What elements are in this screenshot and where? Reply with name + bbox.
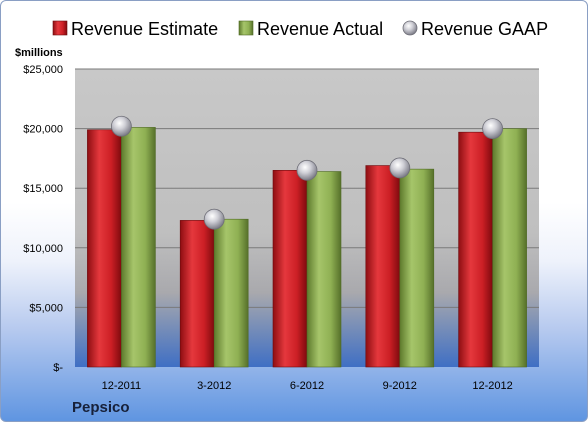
y-tick-label: $25,000 — [23, 64, 63, 76]
y-tick-label: $20,000 — [23, 124, 63, 136]
y-tick-label: $10,000 — [23, 243, 63, 255]
actual-bar — [492, 128, 527, 368]
estimate-bar — [272, 170, 308, 368]
legend-swatch — [402, 20, 418, 36]
gaap-marker — [111, 115, 132, 137]
gaap-marker — [296, 159, 318, 181]
gaap-markers — [111, 115, 504, 230]
x-axis-ticks: 12-2011 3-2012 6-2012 9-2012 12-2012 — [102, 380, 513, 392]
estimate-bar — [87, 129, 122, 368]
estimate-bar — [458, 131, 493, 368]
legend: Revenue Estimate Revenue Actual Revenue GA… — [52, 19, 548, 39]
x-tick-label: 12-2011 — [102, 380, 142, 392]
x-tick-label: 12-2012 — [472, 380, 512, 392]
y-axis-label: $millions — [15, 47, 63, 59]
legend-swatch — [52, 20, 68, 36]
y-tick-label: $15,000 — [23, 183, 63, 195]
gaap-marker — [389, 157, 411, 179]
legend-swatch — [238, 20, 254, 36]
company-name: Pepsico — [72, 399, 130, 416]
gaap-marker — [203, 208, 225, 230]
y-axis-ticks: $- $5,000 $10,000 $15,000 $20,000 $25,000 — [23, 64, 63, 374]
y-tick-label: $5,000 — [29, 302, 63, 314]
bars — [87, 127, 527, 368]
estimate-bar — [365, 165, 401, 368]
actual-bar — [213, 218, 249, 368]
actual-bar — [306, 171, 342, 368]
legend-label: Revenue Estimate — [71, 19, 218, 39]
estimate-bar — [179, 220, 215, 368]
y-tick-label: $- — [53, 362, 63, 374]
x-tick-label: 3-2012 — [197, 380, 231, 392]
gaap-marker — [482, 118, 504, 139]
legend-label: Revenue GAAP — [421, 19, 548, 39]
actual-bar — [121, 127, 156, 368]
x-tick-label: 6-2012 — [290, 380, 324, 392]
x-tick-label: 9-2012 — [383, 380, 417, 392]
actual-bar — [399, 168, 435, 368]
legend-label: Revenue Actual — [257, 19, 383, 39]
